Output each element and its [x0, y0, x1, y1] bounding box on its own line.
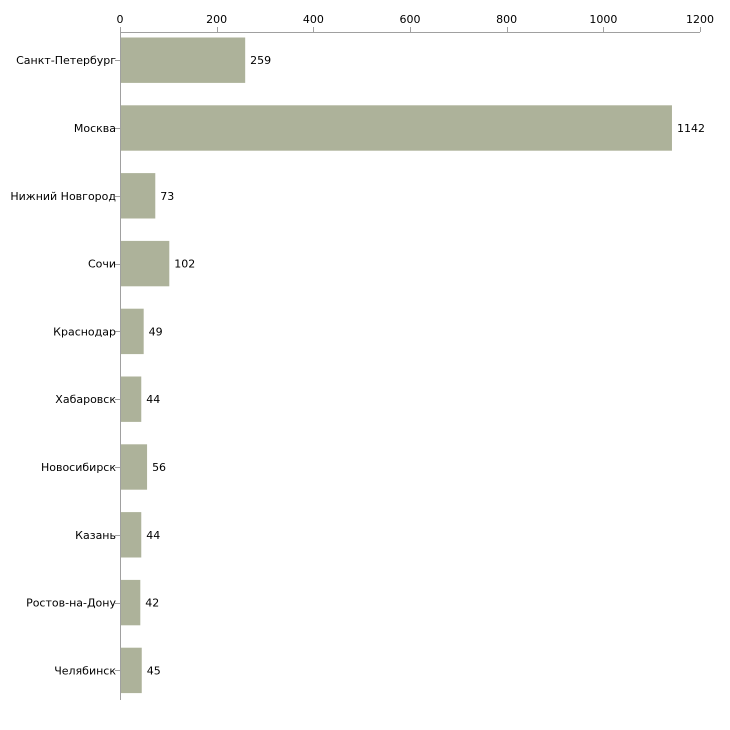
- bar: [121, 240, 170, 287]
- x-tick-label: 800: [496, 13, 517, 26]
- bar: [121, 37, 246, 83]
- bar-value-label: 56: [152, 461, 166, 474]
- x-tick-label: 600: [400, 13, 421, 26]
- category-label: Казань: [75, 529, 116, 542]
- bar: [121, 512, 142, 558]
- bar: [121, 173, 156, 219]
- x-tick-label: 1200: [686, 13, 714, 26]
- x-axis: 0 200 400 600 800 1000 1200: [117, 13, 714, 33]
- bar: [121, 105, 672, 151]
- x-tick-label: 200: [206, 13, 227, 26]
- y-axis: [115, 32, 121, 700]
- bar-value-label: 1142: [677, 122, 705, 135]
- bar: [121, 647, 142, 694]
- category-label: Нижний Новгород: [10, 190, 116, 203]
- bar-value-label: 102: [174, 258, 195, 271]
- category-label: Краснодар: [53, 325, 116, 338]
- x-tick-label: 0: [117, 13, 124, 26]
- bar-value-label: 44: [146, 529, 160, 542]
- value-labels: 259 1142 73 102 49 44 56 44 42 45: [145, 54, 705, 677]
- bar-value-label: 42: [145, 597, 159, 610]
- bars: [121, 37, 672, 694]
- bar-value-label: 44: [146, 393, 160, 406]
- x-tick-label: 1000: [589, 13, 617, 26]
- category-label: Москва: [74, 122, 116, 135]
- bar-value-label: 73: [160, 190, 174, 203]
- category-label: Новосибирск: [41, 461, 116, 474]
- category-label: Хабаровск: [55, 393, 116, 406]
- bar: [121, 308, 144, 355]
- category-label: Ростов-на-Дону: [26, 597, 116, 610]
- bar: [121, 376, 142, 422]
- category-labels: Санкт-Петербург Москва Нижний Новгород Сочи…: [10, 54, 116, 677]
- category-label: Челябинск: [54, 664, 116, 677]
- bar: [121, 444, 148, 490]
- category-label: Сочи: [88, 258, 116, 271]
- x-tick-label: 400: [303, 13, 324, 26]
- bar-value-label: 45: [147, 664, 161, 677]
- bar: [121, 579, 141, 626]
- bar-value-label: 259: [250, 54, 271, 67]
- category-label: Санкт-Петербург: [16, 54, 116, 67]
- bar-value-label: 49: [149, 325, 163, 338]
